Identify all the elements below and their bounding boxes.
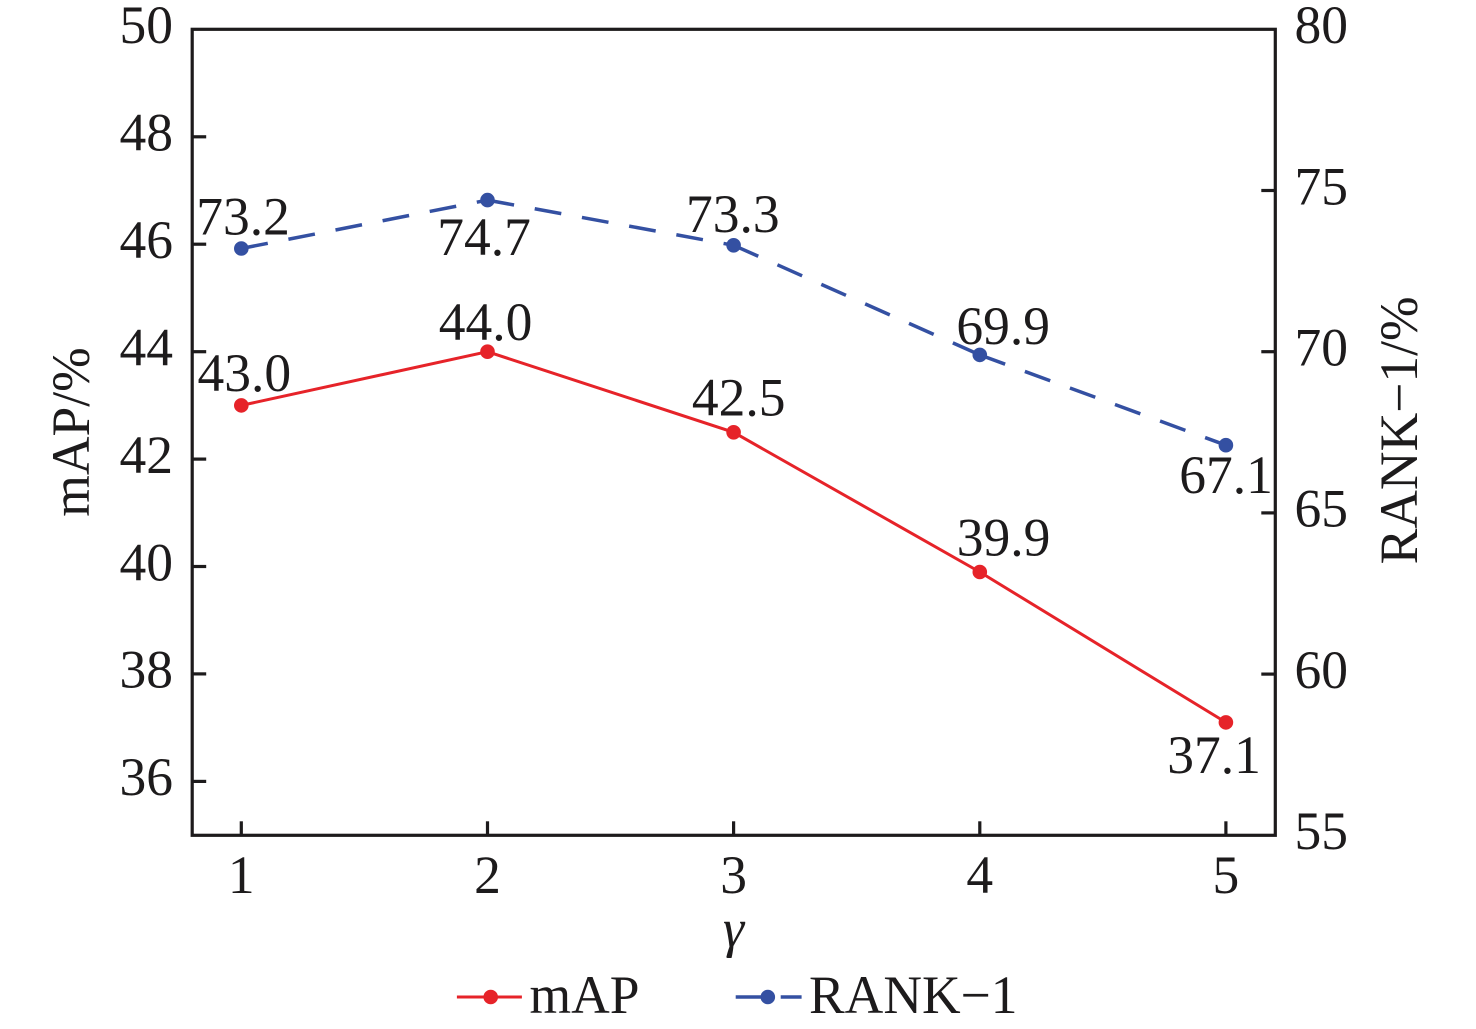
svg-text:50: 50 xyxy=(120,0,174,55)
svg-text:4: 4 xyxy=(966,845,993,905)
svg-text:2: 2 xyxy=(474,845,501,905)
svg-text:74.7: 74.7 xyxy=(437,207,531,267)
svg-text:80: 80 xyxy=(1295,0,1349,55)
svg-text:37.1: 37.1 xyxy=(1167,725,1261,785)
svg-text:3: 3 xyxy=(720,845,747,905)
svg-text:46: 46 xyxy=(120,210,174,270)
svg-text:1: 1 xyxy=(228,845,255,905)
svg-text:40: 40 xyxy=(120,532,174,592)
svg-text:39.9: 39.9 xyxy=(957,507,1051,567)
svg-text:36: 36 xyxy=(120,747,174,807)
svg-text:73.2: 73.2 xyxy=(196,187,290,247)
svg-text:44: 44 xyxy=(120,318,174,378)
svg-text:44.0: 44.0 xyxy=(439,292,533,352)
svg-text:65: 65 xyxy=(1295,479,1349,539)
svg-text:5: 5 xyxy=(1213,845,1240,905)
svg-text:38: 38 xyxy=(120,640,174,700)
svg-text:55: 55 xyxy=(1295,801,1349,861)
svg-text:69.9: 69.9 xyxy=(956,296,1050,356)
svg-text:42.5: 42.5 xyxy=(692,367,786,427)
svg-text:RANK−1/%: RANK−1/% xyxy=(1369,296,1429,564)
svg-text:70: 70 xyxy=(1295,318,1349,378)
svg-text:RANK−1: RANK−1 xyxy=(809,965,1018,1025)
svg-text:mAP/%: mAP/% xyxy=(41,347,101,516)
svg-text:43.0: 43.0 xyxy=(198,343,292,403)
svg-text:75: 75 xyxy=(1295,156,1349,216)
svg-text:42: 42 xyxy=(120,425,174,485)
svg-text:60: 60 xyxy=(1295,640,1349,700)
svg-text:γ: γ xyxy=(723,899,746,959)
svg-text:67.1: 67.1 xyxy=(1179,445,1273,505)
svg-text:73.3: 73.3 xyxy=(686,184,780,244)
svg-text:48: 48 xyxy=(120,103,174,163)
svg-text:mAP: mAP xyxy=(530,965,640,1025)
